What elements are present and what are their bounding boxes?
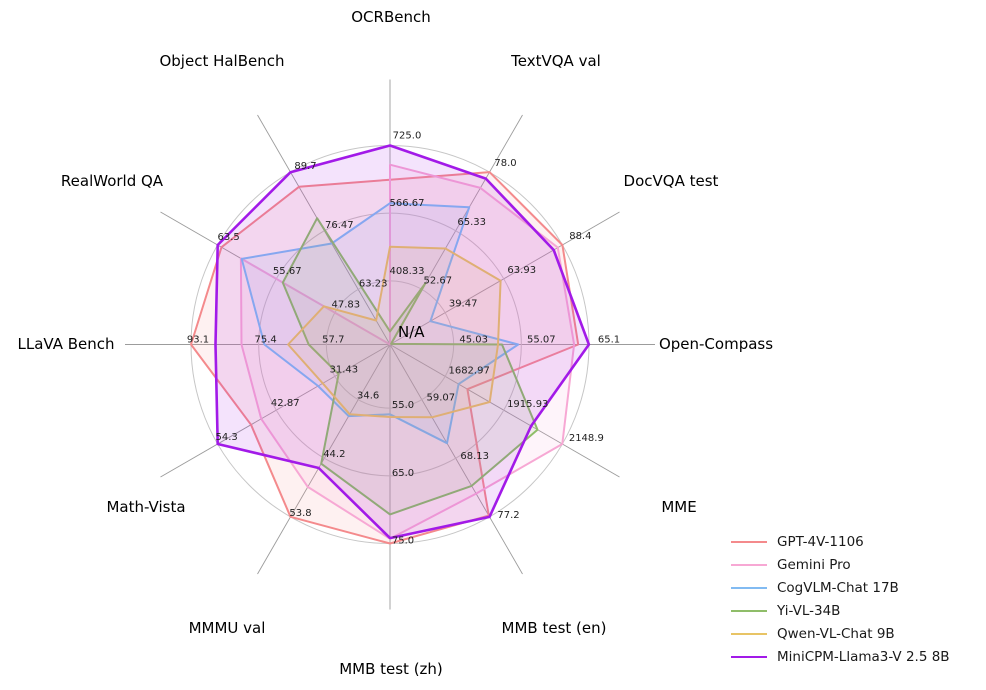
tick-label: 34.6 (357, 391, 379, 402)
tick-label: 52.67 (424, 275, 453, 286)
legend-label: Qwen-VL-Chat 9B (777, 626, 895, 642)
tick-label: 75.4 (255, 335, 277, 346)
tick-label: 75.0 (392, 536, 414, 547)
tick-label: 93.1 (187, 335, 209, 346)
legend-line-swatch (731, 564, 767, 566)
legend-item: Qwen-VL-Chat 9B (731, 626, 950, 642)
tick-label: 55.0 (392, 400, 414, 411)
legend-item: Gemini Pro (731, 557, 950, 573)
tick-label: 53.8 (289, 508, 311, 519)
tick-label: 566.67 (390, 198, 425, 209)
axis-title: RealWorld QA (61, 172, 164, 190)
axis-title: OCRBench (351, 8, 430, 26)
tick-label: 55.67 (273, 266, 302, 277)
legend-item: MiniCPM-Llama3-V 2.5 8B (731, 649, 950, 665)
tick-label: 63.93 (507, 265, 536, 276)
tick-label: 88.4 (569, 231, 591, 242)
axis-title: MME (661, 498, 696, 516)
legend-line-swatch (731, 610, 767, 612)
tick-label: 47.83 (332, 300, 361, 311)
legend-label: CogVLM-Chat 17B (777, 580, 899, 596)
tick-label: 59.07 (427, 393, 456, 404)
tick-label: 1915.93 (507, 399, 548, 410)
axis-spoke (257, 344, 391, 575)
tick-label: 408.33 (390, 266, 425, 277)
tick-label: 725.0 (393, 131, 422, 142)
tick-label: 63.5 (218, 232, 240, 243)
chart-legend: GPT-4V-1106 Gemini Pro CogVLM-Chat 17B Yi-V… (731, 534, 950, 665)
tick-label: 65.1 (598, 335, 620, 346)
tick-label: 57.7 (322, 335, 344, 346)
series-polygon (190, 171, 580, 545)
axis-title: MMB test (zh) (339, 660, 443, 678)
tick-label: 2148.9 (569, 433, 604, 444)
tick-label: 63.23 (359, 278, 388, 289)
axis-spoke (160, 344, 391, 478)
axis-spoke (389, 344, 620, 478)
axis-title: Math-Vista (106, 498, 185, 516)
tick-label: 39.47 (449, 299, 478, 310)
tick-label: 55.07 (527, 335, 556, 346)
axis-title: MMB test (en) (502, 619, 607, 637)
tick-label: 68.13 (460, 451, 489, 462)
axis-title: LLaVA Bench (17, 335, 114, 353)
axis-title: Object HalBench (159, 52, 284, 70)
tick-label: 44.2 (323, 449, 345, 460)
tick-label: 89.7 (294, 161, 316, 172)
tick-label: 45.03 (459, 335, 488, 346)
tick-label: 78.0 (494, 158, 516, 169)
tick-label: 65.33 (457, 217, 486, 228)
series-polygon (240, 202, 520, 445)
legend-line-swatch (731, 656, 767, 658)
axis-spoke (389, 344, 523, 575)
legend-item: CogVLM-Chat 17B (731, 580, 950, 596)
legend-label: Gemini Pro (777, 557, 851, 573)
tick-label: 42.87 (271, 398, 300, 409)
legend-item: Yi-VL-34B (731, 603, 950, 619)
legend-line-swatch (731, 541, 767, 543)
series-polygon (214, 144, 591, 540)
series-polygon (287, 245, 502, 419)
legend-line-swatch (731, 633, 767, 635)
legend-item: GPT-4V-1106 (731, 534, 950, 550)
legend-label: GPT-4V-1106 (777, 534, 864, 550)
axis-spoke (389, 211, 620, 345)
tick-label: 54.3 (216, 432, 238, 443)
legend-label: Yi-VL-34B (777, 603, 841, 619)
tick-label: 31.43 (330, 364, 359, 375)
center-na-label: N/A (398, 323, 425, 341)
axis-title: Open-Compass (659, 335, 773, 353)
tick-label: 77.2 (497, 510, 519, 521)
series-polygon (281, 217, 539, 516)
axis-title: DocVQA test (624, 172, 719, 190)
axis-title: TextVQA val (510, 52, 601, 70)
tick-label: 1682.97 (448, 365, 489, 376)
axis-title: MMMU val (189, 619, 266, 637)
tick-label: 65.0 (392, 468, 414, 479)
legend-label: MiniCPM-Llama3-V 2.5 8B (777, 649, 950, 665)
tick-label: 76.47 (325, 220, 354, 231)
legend-line-swatch (731, 587, 767, 589)
